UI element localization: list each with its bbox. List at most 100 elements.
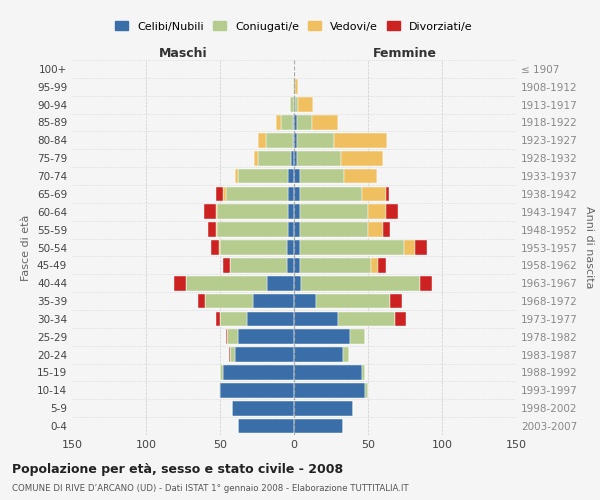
Bar	[208, 222, 215, 237]
Bar	[298, 98, 313, 112]
Y-axis label: Fasce di età: Fasce di età	[22, 214, 31, 280]
Text: Maschi: Maschi	[158, 47, 208, 60]
Bar	[218, 383, 220, 398]
Bar	[218, 240, 220, 255]
Bar	[294, 133, 297, 148]
Bar	[227, 330, 238, 344]
Bar	[226, 330, 227, 344]
Bar	[338, 312, 395, 326]
Bar	[220, 312, 247, 326]
Bar	[223, 186, 226, 201]
Bar	[316, 294, 390, 308]
Bar	[288, 222, 294, 237]
Text: COMUNE DI RIVE D’ARCANO (UD) - Dati ISTAT 1° gennaio 2008 - Elaborazione TUTTITA: COMUNE DI RIVE D’ARCANO (UD) - Dati ISTA…	[12, 484, 409, 493]
Bar	[301, 276, 420, 290]
Bar	[371, 258, 379, 272]
Bar	[300, 222, 368, 237]
Bar	[204, 204, 215, 219]
Bar	[362, 186, 386, 201]
Bar	[247, 312, 294, 326]
Bar	[215, 204, 217, 219]
Bar	[238, 330, 294, 344]
Bar	[220, 383, 294, 398]
Bar	[341, 151, 383, 166]
Bar	[420, 276, 431, 290]
Bar	[226, 186, 288, 201]
Y-axis label: Anni di nascita: Anni di nascita	[584, 206, 594, 289]
Bar	[220, 240, 287, 255]
Bar	[174, 276, 186, 290]
Bar	[294, 151, 297, 166]
Bar	[294, 312, 338, 326]
Bar	[294, 294, 316, 308]
Bar	[295, 80, 298, 94]
Bar	[293, 80, 294, 94]
Bar	[235, 168, 238, 184]
Bar	[253, 294, 294, 308]
Bar	[294, 240, 300, 255]
Bar	[217, 204, 288, 219]
Bar	[288, 204, 294, 219]
Bar	[404, 240, 415, 255]
Bar	[294, 330, 350, 344]
Bar	[294, 383, 365, 398]
Bar	[390, 294, 402, 308]
Bar	[334, 133, 387, 148]
Bar	[294, 365, 362, 380]
Bar	[205, 294, 253, 308]
Bar	[287, 258, 294, 272]
Bar	[379, 258, 386, 272]
Bar	[230, 258, 287, 272]
Bar	[365, 383, 368, 398]
Bar	[235, 348, 294, 362]
Bar	[294, 204, 300, 219]
Bar	[300, 204, 368, 219]
Bar	[300, 240, 404, 255]
Bar	[281, 115, 293, 130]
Bar	[386, 204, 398, 219]
Bar	[294, 80, 295, 94]
Bar	[297, 151, 341, 166]
Bar	[220, 365, 223, 380]
Bar	[291, 151, 294, 166]
Bar	[223, 365, 294, 380]
Bar	[350, 330, 365, 344]
Text: Femmine: Femmine	[373, 47, 437, 60]
Bar	[254, 151, 259, 166]
Bar	[215, 186, 223, 201]
Bar	[215, 312, 220, 326]
Bar	[300, 258, 371, 272]
Bar	[294, 401, 353, 415]
Bar	[386, 186, 389, 201]
Bar	[383, 222, 390, 237]
Bar	[293, 133, 294, 148]
Bar	[287, 240, 294, 255]
Bar	[276, 115, 281, 130]
Bar	[293, 115, 294, 130]
Bar	[229, 348, 230, 362]
Bar	[344, 168, 377, 184]
Bar	[238, 168, 288, 184]
Bar	[300, 186, 362, 201]
Bar	[238, 419, 294, 434]
Bar	[395, 312, 406, 326]
Legend: Celibi/Nubili, Coniugati/e, Vedovi/e, Divorziati/e: Celibi/Nubili, Coniugati/e, Vedovi/e, Di…	[111, 17, 477, 36]
Bar	[288, 168, 294, 184]
Bar	[230, 348, 235, 362]
Bar	[259, 151, 291, 166]
Bar	[223, 258, 230, 272]
Bar	[211, 240, 218, 255]
Bar	[294, 186, 300, 201]
Bar	[186, 276, 268, 290]
Bar	[415, 240, 427, 255]
Bar	[295, 98, 298, 112]
Bar	[300, 168, 344, 184]
Bar	[312, 115, 338, 130]
Bar	[343, 348, 349, 362]
Bar	[198, 294, 205, 308]
Bar	[297, 133, 334, 148]
Bar	[294, 348, 343, 362]
Bar	[368, 222, 383, 237]
Bar	[232, 401, 294, 415]
Bar	[217, 222, 288, 237]
